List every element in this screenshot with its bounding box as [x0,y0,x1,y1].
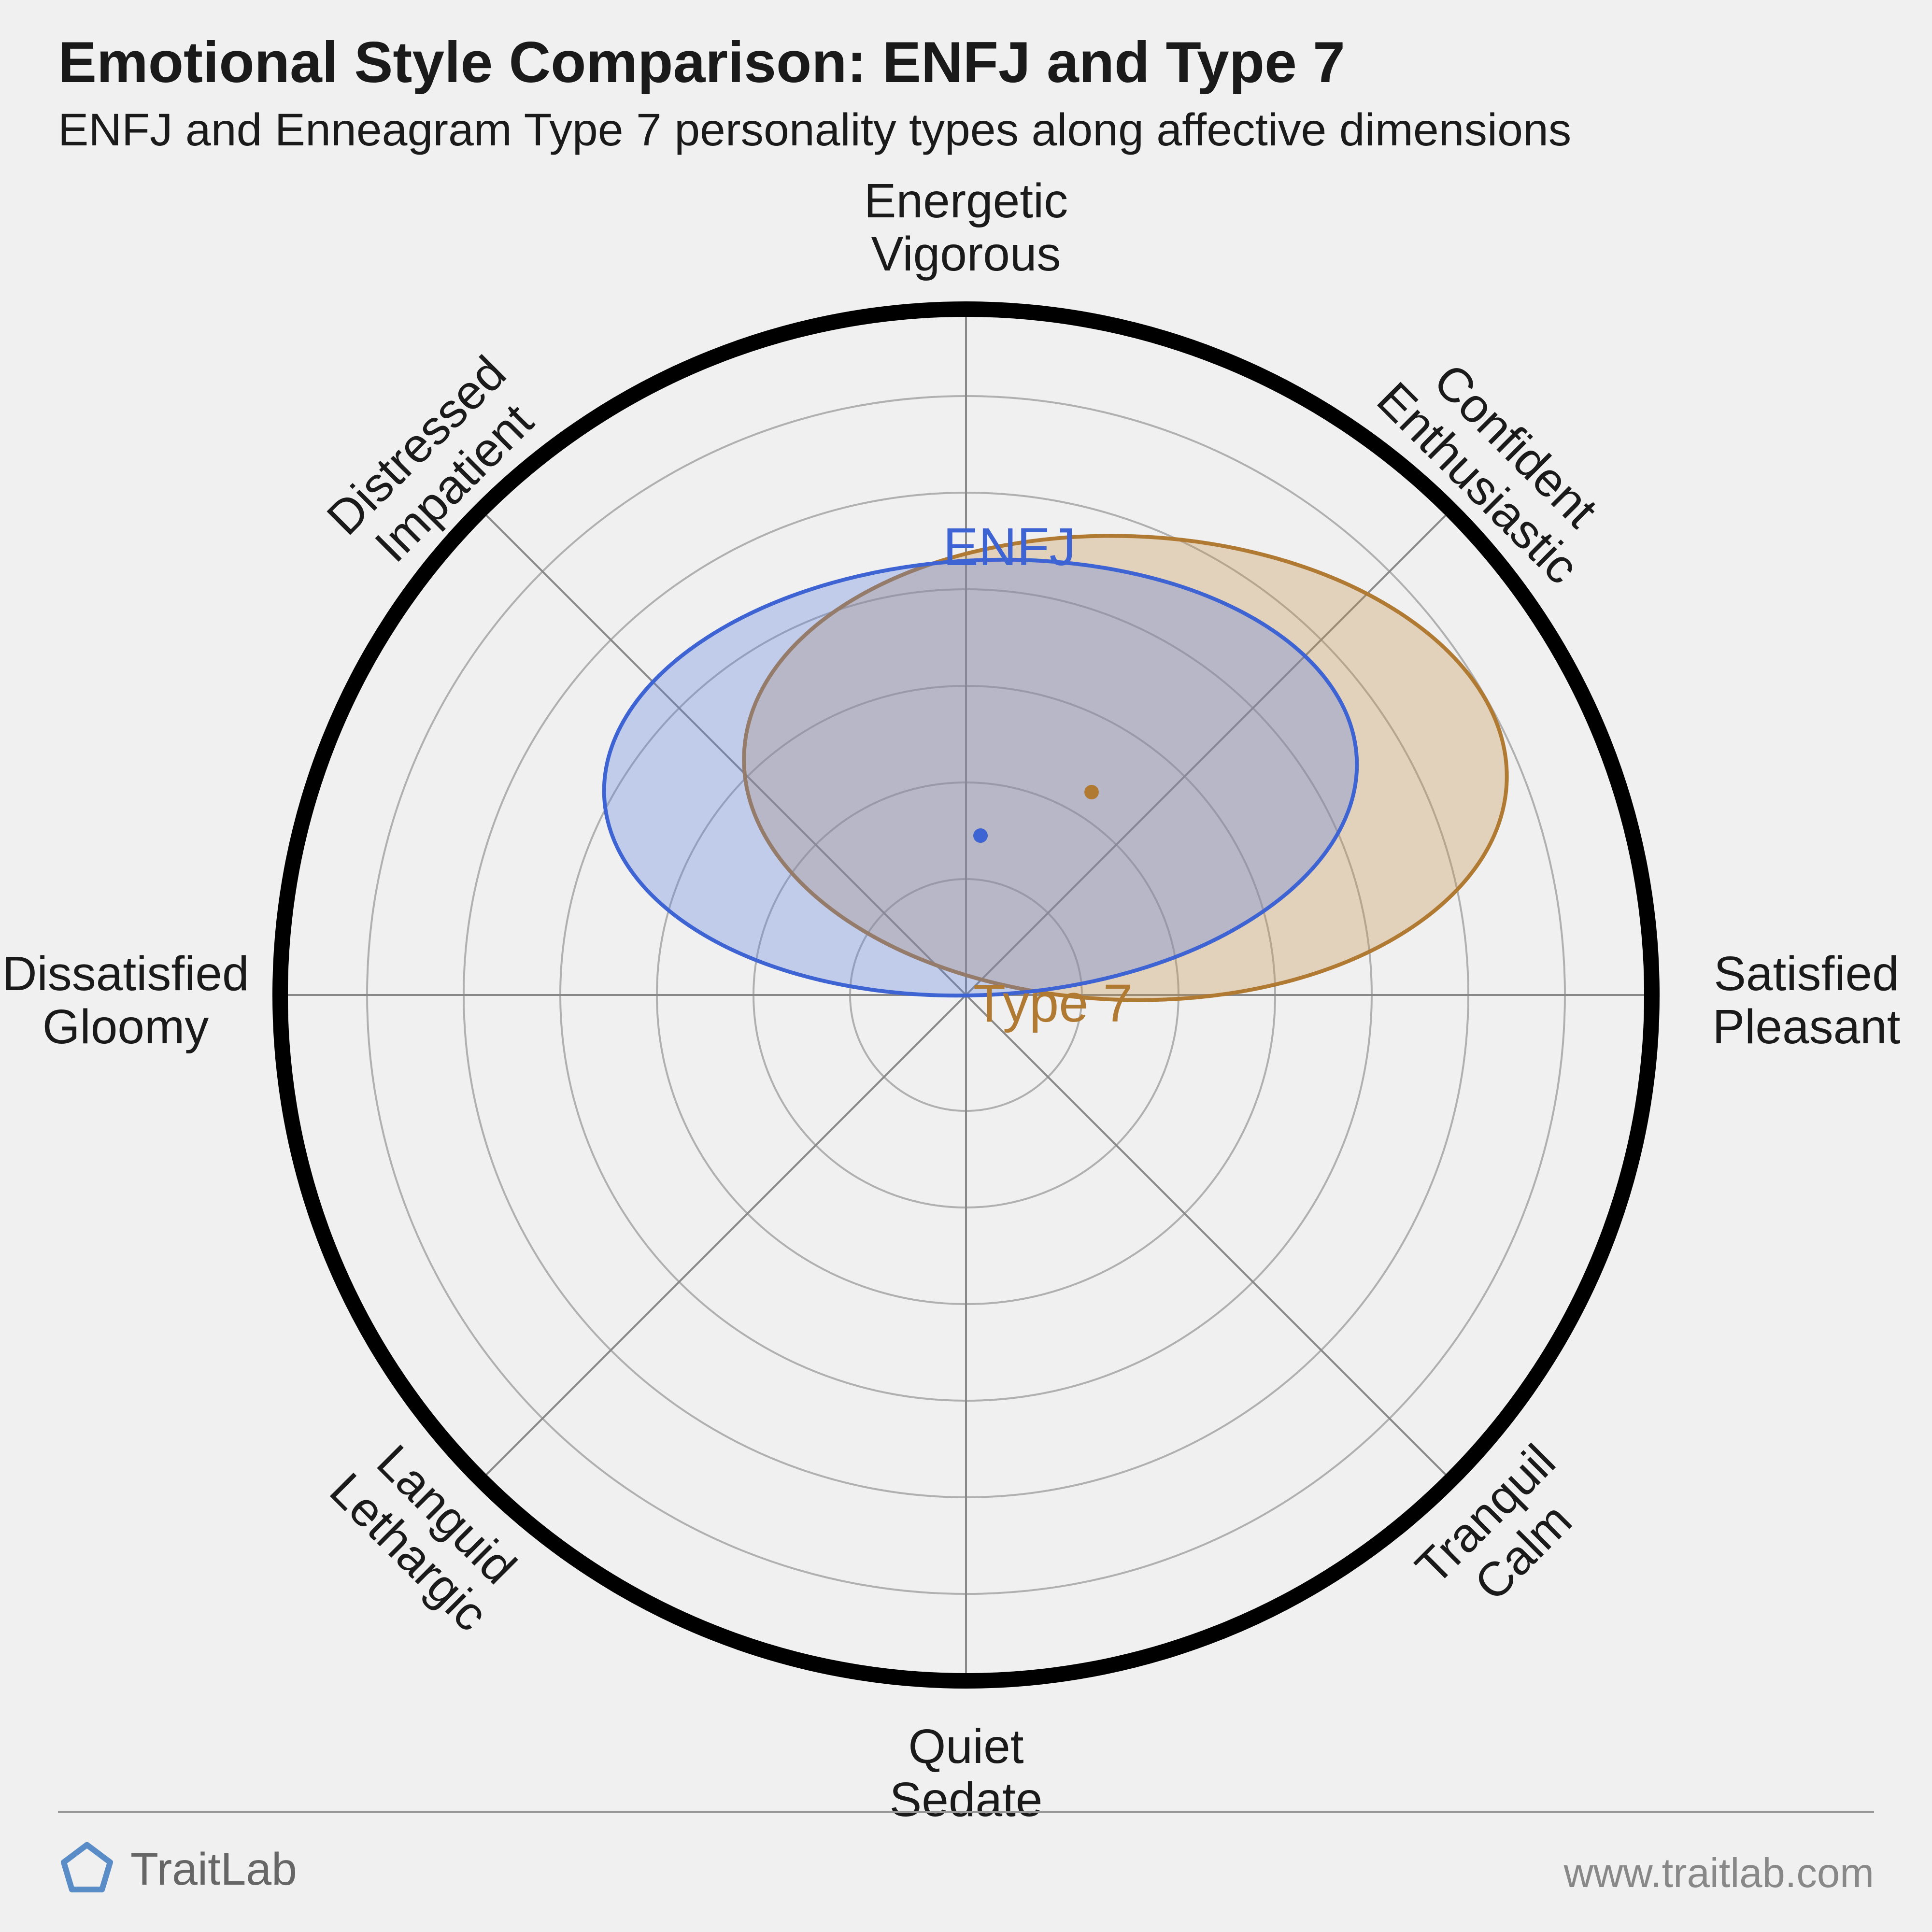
series-group [593,523,1515,1014]
series-centroid-ENFJ [973,828,988,843]
footer-url: www.traitlab.com [1564,1850,1874,1897]
svg-text:Vigorous: Vigorous [871,227,1061,281]
axis-label: SatisfiedPleasant [1712,947,1900,1054]
svg-text:Dissatisfied: Dissatisfied [2,947,249,1001]
svg-text:Gloomy: Gloomy [43,1000,209,1054]
svg-text:Satisfied: Satisfied [1714,947,1899,1001]
series-label-ENFJ: ENFJ [943,517,1076,577]
series-centroid-Type7 [1084,785,1099,799]
axis-label: QuietSedate [890,1719,1043,1827]
footer-brand-text: TraitLab [130,1843,297,1896]
svg-text:Energetic: Energetic [864,174,1068,228]
footer-brand: TraitLab [58,1840,297,1898]
axis-label: EnergeticVigorous [864,174,1068,281]
svg-text:Quiet: Quiet [908,1719,1023,1774]
footer-divider [58,1811,1874,1813]
svg-text:Pleasant: Pleasant [1712,1000,1900,1054]
svg-text:Sedate: Sedate [890,1773,1043,1827]
circumplex-chart: ENFJType 7 EnergeticVigorousConfidentEnt… [0,0,1932,1932]
series-label-Type7: Type 7 [973,974,1133,1033]
traitlab-logo-icon [58,1840,116,1898]
axis-label: DissatisfiedGloomy [2,947,249,1054]
